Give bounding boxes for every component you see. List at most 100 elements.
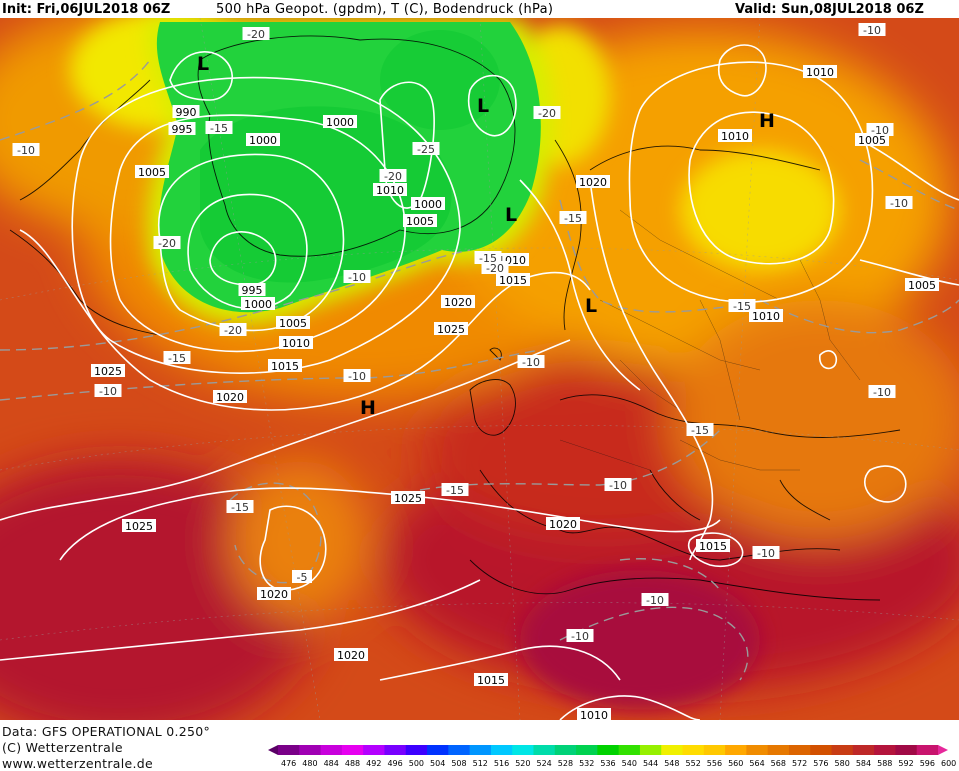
isobar-value: 1010 bbox=[721, 130, 749, 143]
legend-tick: 544 bbox=[643, 759, 658, 768]
isobar-value: 1015 bbox=[499, 274, 527, 287]
legend-tick: 488 bbox=[345, 759, 360, 768]
isotherm-value: -20 bbox=[538, 107, 556, 120]
isobar-label: 1010 bbox=[577, 708, 611, 720]
isobar-label: 1025 bbox=[122, 519, 156, 533]
legend-tick: 528 bbox=[558, 759, 573, 768]
legend-tick: 492 bbox=[366, 759, 381, 768]
isobar-value: 1005 bbox=[858, 134, 886, 147]
isotherm-label: -20 bbox=[219, 323, 247, 337]
legend-tick: 556 bbox=[707, 759, 722, 768]
isobar-label: 1020 bbox=[334, 648, 368, 662]
isobar-label: 1010 bbox=[279, 336, 313, 350]
isobar-label: 1025 bbox=[91, 364, 125, 378]
isotherm-value: -15 bbox=[733, 300, 751, 313]
isotherm-label: -10 bbox=[641, 593, 669, 607]
isotherm-value: -10 bbox=[609, 479, 627, 492]
isotherm-value: -10 bbox=[757, 547, 775, 560]
legend-tick: 536 bbox=[600, 759, 615, 768]
isobar-value: 995 bbox=[172, 123, 193, 136]
color-legend: 476 480 484 488 492 496 500 504 508 512 516 520 524 5… bbox=[268, 745, 956, 768]
isotherm-label: -10 bbox=[343, 369, 371, 383]
isotherm-label: -10 bbox=[12, 143, 40, 157]
legend-swatch bbox=[661, 745, 684, 755]
legend-swatch bbox=[554, 745, 577, 755]
isotherm-value: -10 bbox=[99, 385, 117, 398]
isobar-label: 1025 bbox=[391, 491, 425, 505]
init-time: Init: Fri,06JUL2018 06Z bbox=[2, 1, 171, 17]
isobar-value: 1010 bbox=[376, 184, 404, 197]
legend-swatch bbox=[405, 745, 428, 755]
country-borders bbox=[559, 209, 861, 471]
isotherm-value: -10 bbox=[863, 24, 881, 37]
legend-swatches bbox=[268, 745, 948, 755]
isotherm-label: -10 bbox=[517, 355, 545, 369]
low-pressure-center: L bbox=[585, 295, 597, 317]
isobar-label: 1010 bbox=[749, 309, 783, 323]
isobar-label: 1010 bbox=[718, 129, 752, 143]
isobar-value: 1020 bbox=[216, 391, 244, 404]
legend-swatch bbox=[576, 745, 598, 755]
isobar-label: 1015 bbox=[496, 273, 530, 287]
isobar-label: 1015 bbox=[696, 539, 730, 553]
isotherm-label: -20 bbox=[153, 236, 181, 250]
legend-swatch bbox=[341, 745, 364, 755]
legend-tick: 592 bbox=[898, 759, 913, 768]
isotherm-label: -10 bbox=[885, 196, 913, 210]
isobar-value: 1005 bbox=[279, 317, 307, 330]
legend-swatch bbox=[469, 745, 492, 755]
isobar-label: 1020 bbox=[213, 390, 247, 404]
legend-tick: 496 bbox=[387, 759, 402, 768]
isotherm-label: -20 bbox=[379, 169, 407, 183]
legend-tick-labels: 476 480 484 488 492 496 500 504 508 512 516 520 524 5… bbox=[281, 759, 956, 768]
geopotential-field bbox=[0, 18, 959, 720]
legend-tick: 576 bbox=[813, 759, 828, 768]
legend-tick: 520 bbox=[515, 759, 530, 768]
isobar-value: 1015 bbox=[271, 360, 299, 373]
legend-tick: 524 bbox=[536, 759, 551, 768]
temperature-isotherms bbox=[0, 59, 959, 681]
isotherm-value: -10 bbox=[646, 594, 664, 607]
temperature-labels: -20-15-10-20-25-20-20-20-15-10-20-15-10-… bbox=[12, 23, 913, 643]
legend-swatch bbox=[852, 745, 875, 755]
legend-swatch bbox=[320, 745, 343, 755]
isobar-value: 1000 bbox=[249, 134, 277, 147]
legend-tick: 516 bbox=[494, 759, 509, 768]
low-pressure-center: L bbox=[505, 204, 517, 226]
isotherm-value: -15 bbox=[479, 252, 497, 265]
isobar-label: 1025 bbox=[434, 322, 468, 336]
legend-tick: 512 bbox=[473, 759, 488, 768]
isobar-value: 1005 bbox=[908, 279, 936, 292]
isobar-label: 1000 bbox=[246, 133, 280, 147]
isotherm-value: -10 bbox=[890, 197, 908, 210]
isotherm-label: -15 bbox=[728, 299, 756, 313]
low-pressure-center: L bbox=[197, 53, 209, 75]
legend-swatch bbox=[490, 745, 513, 755]
isotherm-label: -10 bbox=[94, 384, 122, 398]
low-pressure-center: L bbox=[477, 95, 489, 117]
legend-swatch bbox=[448, 745, 471, 755]
pressure-centers: L L L L H H bbox=[197, 53, 775, 419]
high-pressure-center: H bbox=[759, 110, 775, 132]
isobar-value: 1010 bbox=[580, 709, 608, 720]
isotherm-label: -10 bbox=[868, 385, 896, 399]
legend-tick: 600 bbox=[941, 759, 956, 768]
isotherm-label: -10 bbox=[604, 478, 632, 492]
legend-tick: 568 bbox=[771, 759, 786, 768]
high-pressure-center: H bbox=[360, 397, 376, 419]
legend-swatch bbox=[427, 745, 449, 755]
isotherm-label: -5 bbox=[292, 570, 312, 584]
isobar-value: 1020 bbox=[444, 296, 472, 309]
legend-swatch bbox=[363, 745, 385, 755]
legend-swatch bbox=[895, 745, 918, 755]
legend-tick: 532 bbox=[579, 759, 594, 768]
legend-swatch bbox=[767, 745, 790, 755]
legend-swatch bbox=[512, 745, 534, 755]
legend-tick: 560 bbox=[728, 759, 743, 768]
isotherm-label: -15 bbox=[205, 121, 233, 135]
legend-swatch bbox=[682, 745, 705, 755]
isobar-value: 1000 bbox=[244, 298, 272, 311]
legend-tick: 476 bbox=[281, 759, 296, 768]
isobar-value: 1025 bbox=[437, 323, 465, 336]
isobar-label: 995 bbox=[238, 283, 266, 297]
